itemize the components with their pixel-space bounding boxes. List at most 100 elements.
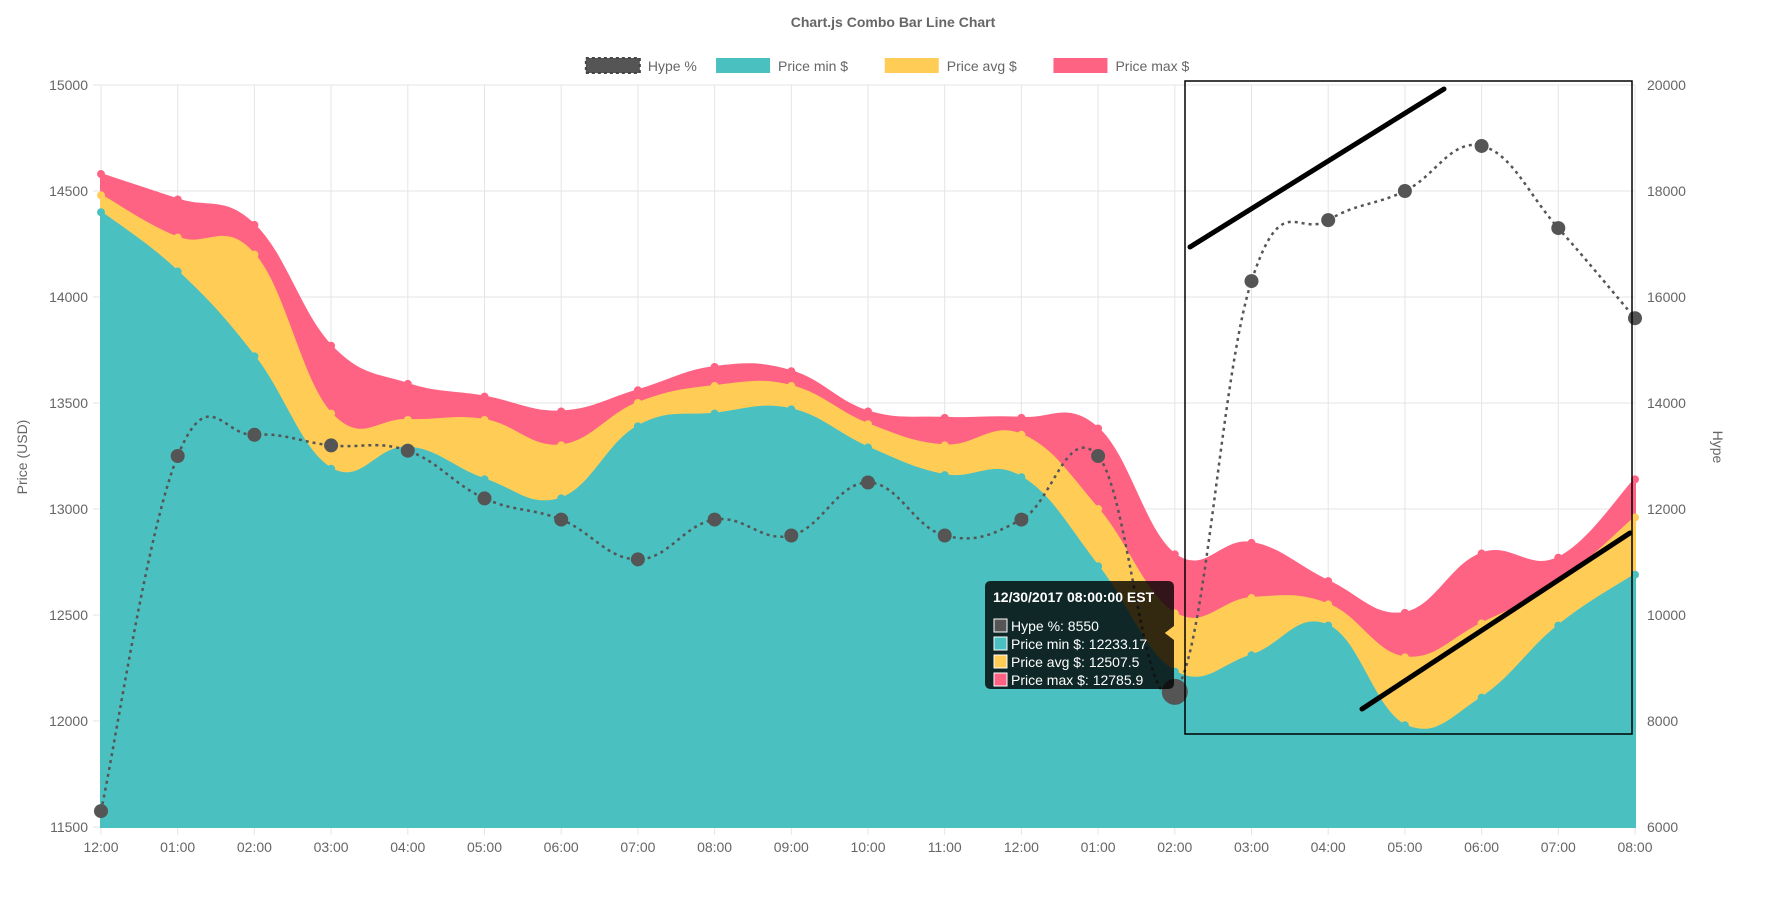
legend-label: Price min $ (778, 58, 848, 74)
point-price-max (1554, 553, 1563, 562)
tooltip-line: Price min $: 12233.17 (1011, 636, 1147, 652)
hype-point (707, 512, 722, 527)
point-price-max (97, 170, 105, 179)
point-price-min (1017, 473, 1026, 482)
hype-point (1628, 311, 1642, 326)
point-price-min (1094, 562, 1103, 571)
hype-series-line (99, 143, 1636, 812)
point-price-max (403, 379, 412, 388)
y-left-tick-label: 14000 (49, 289, 88, 305)
point-price-min (97, 208, 105, 217)
point-price-avg (1094, 505, 1103, 513)
point-price-avg (1631, 513, 1639, 522)
x-tick-label: 01:00 (160, 839, 195, 855)
point-price-avg (1477, 619, 1486, 628)
point-price-max (480, 392, 489, 401)
tooltip-line: Hype %: 8550 (1011, 618, 1099, 634)
y-right-tick-label: 14000 (1647, 395, 1686, 411)
point-price-max (787, 367, 796, 376)
legend-swatch (716, 58, 771, 73)
x-tick-label: 01:00 (1081, 839, 1116, 855)
y-right-tick-label: 6000 (1647, 819, 1678, 835)
point-price-min (940, 471, 949, 480)
y-left-tick-label: 13500 (49, 395, 88, 411)
point-price-avg (1247, 594, 1256, 603)
legend-label: Price avg $ (947, 58, 1017, 74)
point-price-max (1247, 538, 1256, 547)
x-tick-label: 04:00 (390, 839, 425, 855)
x-tick-label: 02:00 (237, 839, 272, 855)
point-price-avg (480, 415, 489, 424)
hype-point (554, 512, 569, 527)
hype-point (1091, 449, 1106, 463)
axis-ticks: 12:00 01:00 02:00 03:00 04:00 05:00 06:00 07:00… (49, 77, 1686, 855)
point-price-avg (864, 420, 872, 429)
x-tick-label: 10:00 (850, 839, 885, 855)
hype-point (324, 438, 339, 453)
hype-point (1551, 221, 1566, 236)
chart-title: Chart.js Combo Bar Line Chart (791, 14, 996, 30)
hype-point (937, 528, 952, 543)
point-price-avg (940, 441, 949, 450)
y-right-tick-label: 20000 (1647, 77, 1686, 93)
point-price-max (173, 195, 182, 204)
hype-line (94, 138, 1642, 819)
point-price-avg (633, 399, 642, 407)
y-right-tick-label: 10000 (1647, 607, 1686, 623)
y-right-tick-label: 16000 (1647, 289, 1686, 305)
hype-point (247, 427, 262, 442)
hype-point (170, 449, 185, 463)
tooltip-title: 12/30/2017 08:00:00 EST (993, 589, 1155, 605)
tooltip-swatch (993, 618, 1008, 633)
y-right-tick-label: 12000 (1647, 501, 1686, 517)
x-tick-label: 07:00 (1541, 839, 1576, 855)
point-price-avg (1400, 653, 1409, 662)
point-price-min (1631, 570, 1639, 579)
point-price-max (1324, 577, 1333, 586)
point-price-min (1477, 693, 1486, 702)
hype-point (1244, 274, 1259, 289)
point-price-max (327, 341, 336, 350)
point-price-max (1400, 608, 1409, 617)
hype-point (1014, 512, 1029, 527)
point-price-max (1017, 413, 1026, 422)
y-right-tick-label: 18000 (1647, 183, 1686, 199)
tooltip: 12/30/2017 08:00:00 EST Hype %: 8550 Pric… (985, 581, 1174, 689)
y-left-tick-label: 12500 (49, 607, 88, 623)
point-price-avg (403, 415, 412, 424)
tooltip-line: Price max $: 12785.9 (1011, 672, 1144, 688)
point-price-min (327, 464, 336, 473)
x-tick-label: 12:00 (1004, 839, 1039, 855)
x-tick-label: 12:00 (83, 839, 118, 855)
y-left-tick-label: 13000 (49, 501, 88, 517)
point-price-avg (557, 441, 566, 450)
y-left-tick-label: 14500 (49, 183, 88, 199)
point-price-min (1554, 621, 1563, 630)
area-price-min (100, 210, 1636, 828)
y-left-tick-label: 12000 (49, 713, 88, 729)
legend: Hype % Price min $ Price avg $ Price max $ (584, 57, 1190, 74)
point-price-min (557, 494, 566, 503)
hype-point (1397, 184, 1412, 198)
legend-swatch (584, 57, 641, 74)
point-price-min (1324, 621, 1333, 630)
point-price-min (864, 443, 872, 452)
tooltip-swatch (993, 636, 1008, 651)
tooltip-swatch (993, 672, 1008, 687)
point-price-min (1400, 721, 1409, 730)
point-price-avg (173, 233, 182, 242)
point-price-max (864, 407, 872, 416)
hype-point (861, 475, 875, 490)
point-price-max (1631, 475, 1639, 484)
x-tick-label: 06:00 (544, 839, 579, 855)
tooltip-box (985, 581, 1174, 689)
point-price-max (1477, 549, 1486, 558)
point-price-avg (250, 250, 259, 259)
point-price-max (557, 407, 566, 416)
hype-point (477, 491, 492, 506)
x-tick-label: 03:00 (1234, 839, 1269, 855)
y-right-axis-title: Hype (1710, 431, 1726, 464)
x-tick-label: 04:00 (1311, 839, 1346, 855)
x-tick-label: 08:00 (697, 839, 732, 855)
